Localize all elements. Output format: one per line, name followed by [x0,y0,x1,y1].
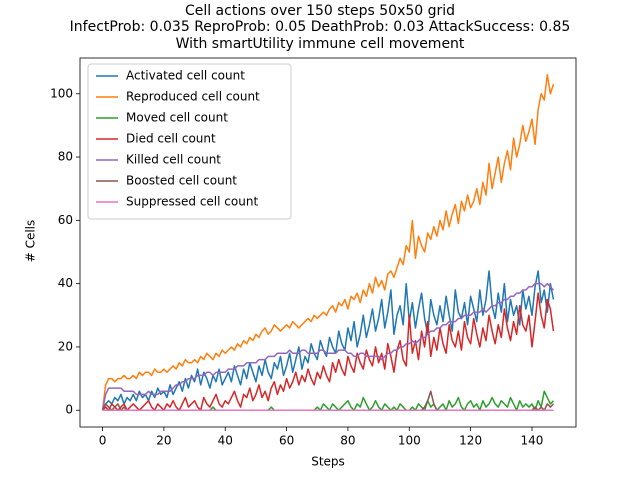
chart-title: Cell actions over 150 steps 50x50 grid [185,3,455,19]
x-tick-label: 0 [99,434,107,448]
x-axis-label: Steps [311,455,345,469]
x-tick-label: 20 [156,434,171,448]
chart-title: With smartUtility immune cell movement [176,36,465,52]
legend-box [87,63,292,220]
y-tick-label: 80 [58,150,73,164]
x-tick-label: 40 [218,434,233,448]
y-axis-label: # Cells [24,220,38,263]
series-line [101,282,554,411]
legend-label: Suppressed cell count [126,195,258,209]
series-line [101,74,555,411]
y-tick-label: 20 [58,339,73,353]
series-line [102,292,555,411]
legend-label: Moved cell count [126,111,228,125]
y-tick-label: 0 [65,403,73,417]
chart-title: InfectProb: 0.035 ReproProb: 0.05 DeathP… [70,19,571,35]
y-tick-label: 60 [58,213,73,227]
legend-label: Activated cell count [126,69,245,83]
y-tick-label: 100 [50,86,73,100]
plot-frame [79,57,577,428]
legend-label: Boosted cell count [126,174,237,188]
x-tick-label: 60 [279,434,294,448]
x-tick-label: 140 [521,434,544,448]
legend-label: Died cell count [126,132,216,146]
x-tick-label: 80 [340,434,355,448]
x-tick-label: 120 [459,434,482,448]
legend-label: Killed cell count [126,153,221,167]
legend: Activated cell count Reproduced cell coun… [87,63,292,220]
legend-label: Reproduced cell count [126,90,260,104]
x-tick-label: 100 [398,434,421,448]
y-tick-label: 40 [58,276,73,290]
